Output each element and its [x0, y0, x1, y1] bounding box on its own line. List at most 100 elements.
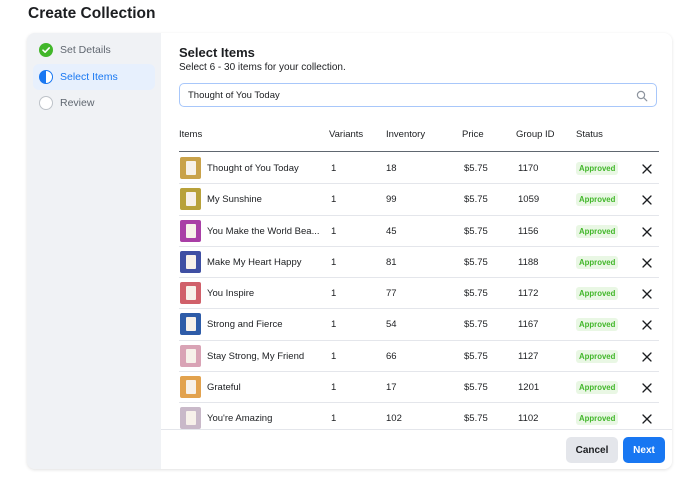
group-id-cell: 1201 [518, 382, 540, 394]
table-row[interactable]: Grateful 1 17 $5.75 1201 Approved [179, 372, 659, 404]
item-name: Strong and Fierce [207, 319, 283, 331]
price-cell: $5.75 [464, 319, 488, 331]
section-title: Select Items [179, 45, 255, 60]
variants-cell: 1 [331, 256, 337, 268]
item-name: You're Amazing [207, 413, 273, 425]
search-icon[interactable] [636, 89, 648, 107]
item-name: Thought of You Today [207, 163, 299, 174]
variants-cell: 1 [331, 413, 337, 425]
close-icon[interactable] [641, 412, 653, 425]
items-table-body: Thought of You Today 1 18 $5.75 1170 Approved… [179, 153, 659, 429]
column-header-variants[interactable]: Variants [329, 129, 364, 140]
inventory-cell: 99 [386, 194, 397, 206]
status-badge: Approved [576, 412, 619, 426]
item-thumbnail [180, 344, 201, 367]
item-thumbnail [180, 313, 201, 336]
table-row[interactable]: Make My Heart Happy 1 81 $5.75 1188 Approved [179, 247, 659, 279]
card-image [186, 317, 196, 332]
group-id-cell: 1127 [518, 350, 539, 362]
item-thumbnail [180, 282, 201, 305]
footer-bar: Cancel Next [161, 429, 672, 469]
price-cell: $5.75 [464, 382, 488, 394]
status-badge: Approved [576, 162, 619, 175]
item-thumbnail [180, 376, 201, 399]
step-review[interactable]: Review [33, 90, 155, 116]
close-icon[interactable] [641, 318, 653, 331]
group-id-cell: 1170 [518, 163, 539, 174]
cancel-button[interactable]: Cancel [566, 437, 618, 463]
status-badge: Approved [576, 193, 619, 207]
item-name: Make My Heart Happy [207, 256, 302, 268]
step-set-details[interactable]: Set Details [33, 37, 155, 63]
column-header-price[interactable]: Price [462, 129, 484, 140]
price-cell: $5.75 [464, 256, 488, 268]
status-badge: Approved [576, 349, 619, 363]
close-icon[interactable] [641, 225, 653, 237]
section-subtitle: Select 6 - 30 items for your collection. [179, 62, 346, 73]
item-name: You Make the World Bea... [207, 225, 320, 237]
table-row[interactable]: You Inspire 1 77 $5.75 1172 Approved [179, 278, 659, 310]
column-header-status[interactable]: Status [576, 129, 603, 140]
card-image [186, 286, 196, 301]
close-icon[interactable] [641, 193, 653, 205]
status-badge: Approved [576, 287, 619, 301]
item-name: Stay Strong, My Friend [207, 350, 305, 362]
variants-cell: 1 [331, 350, 337, 362]
item-thumbnail [180, 407, 201, 429]
close-icon[interactable] [641, 162, 653, 174]
item-name: Grateful [207, 382, 241, 394]
close-icon[interactable] [641, 256, 653, 268]
group-id-cell: 1172 [518, 288, 539, 300]
close-icon[interactable] [641, 350, 653, 362]
table-header: Items Variants Inventory Price Group ID … [179, 128, 659, 152]
inventory-cell: 81 [386, 256, 397, 268]
search-input[interactable] [188, 88, 628, 102]
variants-cell: 1 [331, 382, 337, 394]
inventory-cell: 17 [386, 382, 397, 394]
column-header-group-id[interactable]: Group ID [516, 129, 555, 140]
item-thumbnail [180, 219, 201, 242]
empty-circle-icon [39, 96, 53, 110]
variants-cell: 1 [331, 163, 337, 174]
group-id-cell: 1059 [518, 194, 540, 206]
step-select-items[interactable]: Select Items [33, 64, 155, 90]
price-cell: $5.75 [464, 413, 488, 425]
item-thumbnail [180, 157, 201, 179]
inventory-cell: 77 [386, 288, 397, 300]
create-collection-card: Set Details Select Items Review Select I… [27, 33, 672, 469]
table-row[interactable]: You're Amazing 1 102 $5.75 1102 Approved [179, 403, 659, 429]
group-id-cell: 1156 [518, 225, 539, 237]
inventory-cell: 66 [386, 350, 397, 362]
status-badge: Approved [576, 318, 619, 332]
column-header-inventory[interactable]: Inventory [386, 129, 426, 140]
search-box[interactable] [179, 83, 657, 107]
price-cell: $5.75 [464, 194, 488, 206]
next-button[interactable]: Next [623, 437, 665, 463]
variants-cell: 1 [331, 225, 337, 237]
group-id-cell: 1167 [518, 319, 539, 331]
price-cell: $5.75 [464, 350, 488, 362]
inventory-cell: 102 [386, 413, 402, 425]
price-cell: $5.75 [464, 163, 488, 174]
price-cell: $5.75 [464, 225, 488, 237]
status-badge: Approved [576, 381, 619, 395]
card-image [186, 348, 196, 363]
table-row[interactable]: Strong and Fierce 1 54 $5.75 1167 Approved [179, 309, 659, 341]
status-badge: Approved [576, 224, 619, 238]
card-image [186, 380, 196, 395]
table-row[interactable]: You Make the World Bea... 1 45 $5.75 1156 App… [179, 216, 659, 247]
item-name: My Sunshine [207, 194, 262, 206]
close-icon[interactable] [641, 381, 653, 393]
price-cell: $5.75 [464, 288, 488, 300]
page-title: Create Collection [28, 5, 156, 22]
table-row[interactable]: Stay Strong, My Friend 1 66 $5.75 1127 Approv… [179, 341, 659, 373]
close-icon[interactable] [641, 287, 653, 299]
table-row[interactable]: Thought of You Today 1 18 $5.75 1170 Approved [179, 153, 659, 185]
card-image [186, 192, 196, 207]
table-row[interactable]: My Sunshine 1 99 $5.75 1059 Approved [179, 184, 659, 216]
item-thumbnail [180, 250, 201, 273]
steps-sidebar: Set Details Select Items Review [27, 33, 161, 469]
column-header-items[interactable]: Items [179, 129, 203, 140]
inventory-cell: 54 [386, 319, 397, 331]
step-label: Set Details [60, 44, 111, 56]
